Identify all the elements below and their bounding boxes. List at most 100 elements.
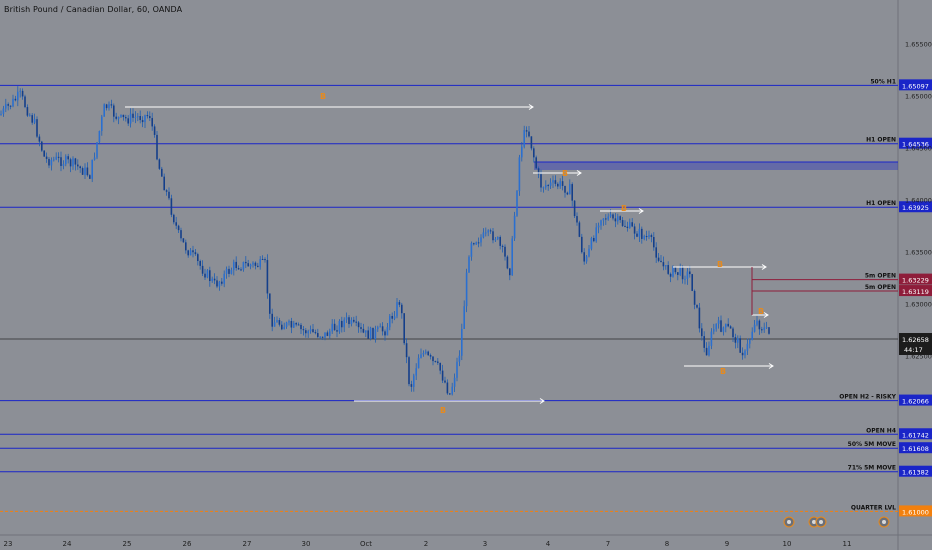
candle-body (749, 339, 751, 344)
candle-body (115, 116, 117, 119)
candle-body (326, 332, 329, 336)
candle-body (175, 222, 177, 226)
candle-body (614, 218, 617, 222)
price-tick-label: 1.65500 (905, 40, 932, 48)
candle-body (653, 237, 655, 248)
current-price-tag (899, 333, 932, 344)
candle-body (84, 167, 86, 175)
candle-body (170, 198, 173, 215)
bottom-indicator-icons[interactable] (783, 516, 890, 528)
candle-body (717, 320, 720, 324)
candle-body (672, 266, 674, 277)
level-label: QUARTER LVL (851, 504, 896, 511)
candle-body (276, 320, 278, 323)
candle-body (139, 116, 141, 121)
candle-body (662, 262, 665, 267)
candle-body (513, 215, 516, 239)
candle-body (542, 187, 545, 189)
candle-body (252, 262, 254, 265)
candle-body (516, 191, 518, 216)
candle-body (413, 375, 415, 387)
price-tag-label: 1.63229 (902, 277, 929, 285)
candle-body (494, 239, 497, 241)
candle-body (655, 247, 657, 258)
candle-body (300, 324, 302, 330)
candle-body (7, 104, 9, 106)
candle-body (192, 250, 194, 253)
candle-body (621, 220, 624, 226)
arrow-head (761, 264, 767, 270)
candle-body (129, 113, 132, 124)
candle-body (36, 119, 38, 137)
candle-body (283, 326, 285, 330)
candle-body (242, 261, 245, 270)
candle-body (727, 323, 729, 327)
candle-body (521, 146, 523, 158)
candle-body (120, 114, 122, 117)
arrow-head (638, 208, 644, 214)
candle-body (619, 216, 621, 221)
candle-body (266, 260, 269, 294)
candle-body (2, 108, 5, 114)
candle-body (293, 323, 295, 328)
level-label: 71% 5M MOVE (848, 465, 896, 472)
price-tag-label: 1.63119 (902, 288, 929, 296)
candle-body (209, 270, 211, 282)
candle-body (739, 338, 741, 353)
time-axis[interactable]: 23 24 25 26 27 30 Oct 2 3 4 7 8 9 10 11 (4, 540, 852, 548)
candle-body (732, 328, 734, 338)
candle-body (17, 91, 19, 101)
candle-body (357, 322, 360, 328)
candle-body (67, 156, 69, 160)
candle-body (321, 336, 324, 338)
candle-body (605, 218, 607, 220)
candle-body (588, 248, 590, 257)
candle-body (329, 331, 331, 336)
candle-body (571, 184, 573, 201)
candle-body (585, 256, 588, 262)
candle-body (624, 225, 626, 227)
price-axis[interactable]: 1.65500 1.65000 1.64500 1.64000 1.63500 1.630… (905, 40, 932, 550)
candle-body (113, 105, 115, 117)
candle-body (151, 118, 153, 127)
candle-body (185, 242, 187, 251)
candle-body (110, 104, 113, 106)
candle-body (134, 116, 137, 118)
candle-body (240, 269, 242, 271)
candle-body (269, 293, 271, 314)
candle-body (173, 214, 175, 223)
arrow-head (768, 363, 774, 369)
candle-body (314, 332, 317, 334)
candle-body (744, 350, 746, 356)
candle-body (405, 343, 408, 358)
candle-body (228, 268, 230, 274)
candle-body (86, 167, 89, 176)
candle-body (725, 323, 727, 328)
candle-body (674, 266, 677, 273)
candle-body (271, 313, 273, 327)
candle-body (425, 351, 427, 354)
candle-body (182, 238, 185, 243)
candle-body (233, 261, 235, 270)
indicator-icon-dot (819, 520, 823, 524)
candle-body (677, 272, 679, 275)
candle-body (477, 242, 480, 244)
candle-body (194, 252, 197, 255)
level-label: 5m OPEN (865, 284, 896, 291)
candle-body (504, 246, 506, 257)
candle-body (497, 237, 499, 240)
candle-body (523, 130, 525, 147)
candle-body (290, 321, 293, 328)
buy-marker: B (440, 406, 446, 415)
candle-body (446, 382, 449, 394)
candle-body (612, 214, 614, 219)
candle-body (701, 328, 703, 337)
time-tick-label: 9 (725, 540, 729, 548)
candle-body (492, 231, 494, 241)
candlestick-series (0, 86, 770, 396)
candle-body (528, 131, 530, 137)
price-tick-label: 1.64500 (905, 144, 932, 152)
candle-body (24, 96, 26, 108)
